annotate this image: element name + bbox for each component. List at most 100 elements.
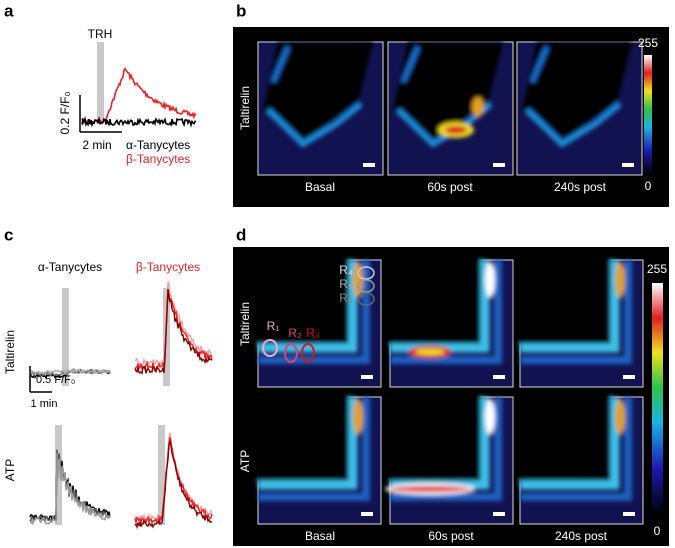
scale-bar [363,163,375,167]
trace [134,438,213,530]
scale-bar [361,375,373,379]
column-label: 60s post [427,180,473,194]
hotspot [353,399,363,435]
roi [357,292,375,306]
scale-bar [622,163,634,167]
trace [81,115,197,128]
trace [81,67,197,127]
cell-layer [265,101,363,148]
image-content [263,42,373,148]
column-label: Basal [305,529,335,543]
colorbar [644,55,652,175]
row-label: ATP [3,459,17,481]
ventricle [516,393,611,481]
x-scale-label: 2 min [82,138,111,152]
colorbar [652,283,663,515]
image-content [522,42,632,148]
cell-layer [390,260,502,364]
image-content [516,393,632,501]
cell-layer [524,101,622,148]
panel-label: d [236,225,246,244]
row-label: Taltirelin [238,302,252,346]
x-scale-label: 1 min [31,398,58,410]
scale-bar [361,512,373,516]
hotspot [615,262,625,298]
hotspot [445,126,467,134]
column-label: 240s post [555,529,608,543]
stimulus-bar [97,42,104,120]
cell-layer [520,397,620,490]
trace [134,289,213,372]
cell-layer [520,397,632,501]
ventricle [522,42,632,142]
image-content [385,393,502,501]
roi-label: R₅ [339,277,353,291]
column-label: β-Tanycytes [136,260,200,274]
legend-entry: α-Tanycytes [126,138,190,152]
cell-layer [390,397,502,501]
ventricle [254,393,349,481]
column-label: Basal [305,180,335,194]
hotspot [390,486,470,492]
ventricle [263,42,373,142]
trace [29,367,111,375]
image-content [254,256,370,364]
hotspot [415,349,445,355]
trace [134,281,213,368]
image-content [393,42,503,148]
cell-layer [400,46,421,83]
roi [262,339,278,357]
roi-label: R₄ [339,263,353,277]
roi [357,279,375,293]
colorbar-min: 0 [654,524,661,538]
panel-label: b [236,1,246,20]
cell-layer [258,397,370,501]
hotspot [472,97,484,117]
stimulus-bar [158,425,165,525]
trace [29,452,111,526]
stimulus-bar [62,288,69,386]
roi [301,343,315,363]
trace [134,432,213,523]
roi [357,266,375,280]
colorbar-min: 0 [645,179,652,193]
column-label: α-Tanycytes [38,260,102,274]
cell-layer [520,260,632,364]
y-scale-label: 0.2 F/F₀ [58,91,72,134]
colorbar-max: 255 [638,36,658,50]
ventricle [393,42,503,142]
hotspot [485,262,495,298]
stimulus-label: TRH [88,27,113,41]
colorbar-max: 255 [647,262,667,276]
row-label: Taltirelin [238,86,252,130]
cell-layer [258,397,358,490]
roi-label: R₆ [339,291,353,305]
scale-bar [493,375,505,379]
roi [284,343,298,363]
scale-bar [493,512,505,516]
roi-label: R₃ [306,326,320,340]
hotspot [615,399,625,435]
cell-layer [529,46,550,83]
column-label: 240s post [554,180,607,194]
roi-label: R₁ [267,319,280,333]
cell-layer [270,46,291,83]
cell-layer [520,260,620,353]
hotspot [485,399,495,435]
cell-layer [258,260,358,353]
image-content [386,256,502,364]
row-label: Taltirelin [3,330,17,374]
trace [29,450,111,522]
panel-label: c [4,225,13,244]
ventricle [516,256,611,344]
image-content [516,256,632,364]
roi-label: R₂ [288,326,302,340]
column-label: 60s post [428,529,474,543]
panel-label: a [4,1,14,20]
scale-bar [623,512,635,516]
ventricle [386,393,481,481]
scale-bar [493,163,505,167]
row-label: ATP [238,450,252,472]
hotspot [353,262,363,298]
